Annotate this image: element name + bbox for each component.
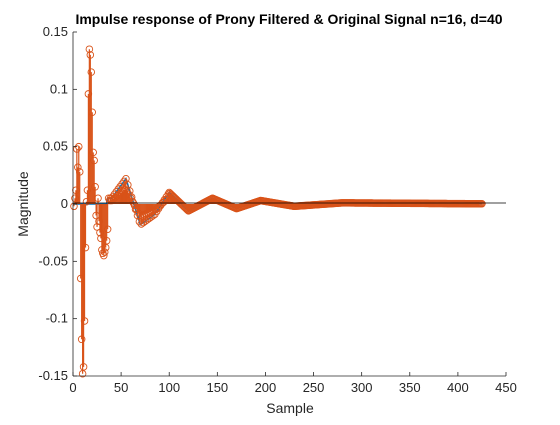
original-marker: [123, 186, 131, 195]
series-layer: [70, 45, 486, 378]
original-marker: [77, 335, 86, 344]
chart-title: Impulse response of Prony Filtered & Ori…: [75, 11, 502, 27]
original-marker: [86, 51, 95, 59]
original-marker: [103, 225, 112, 233]
y-tick-label: -0.15: [38, 368, 68, 383]
original-marker: [80, 317, 89, 325]
y-ticks: -0.15 -0.1 -0.05 0 0.05 0.1 0.15: [38, 24, 77, 383]
y-tick-label: 0.1: [50, 81, 68, 96]
original-marker: [91, 183, 99, 191]
original-marker: [102, 236, 111, 245]
y-axis-label: Magnitude: [15, 171, 31, 237]
y-tick-label: -0.05: [38, 253, 68, 268]
x-tick-label: 250: [303, 380, 325, 395]
x-tick-label: 350: [399, 380, 421, 395]
original-marker: [100, 251, 108, 260]
x-axis-label: Sample: [266, 400, 314, 416]
x-tick-label: 300: [351, 380, 373, 395]
original-marker: [478, 200, 486, 208]
x-tick-label: 200: [255, 380, 277, 395]
original-marker: [128, 197, 137, 206]
original-marker: [73, 145, 81, 153]
original-marker: [75, 168, 84, 176]
original-marker: [79, 363, 88, 371]
original-series: [70, 45, 486, 378]
x-tick-label: 400: [447, 380, 469, 395]
original-marker: [149, 211, 157, 220]
original-marker: [137, 220, 146, 228]
original-marker: [147, 213, 155, 221]
x-tick-label: 50: [114, 380, 128, 395]
original-marker: [101, 248, 109, 256]
original-marker: [89, 148, 97, 157]
x-ticks: 0 50 100 150 200 250 300 350 400 450: [69, 372, 517, 395]
x-tick-label: 0: [69, 380, 76, 395]
original-marker: [88, 108, 96, 117]
x-tick-label: 450: [495, 380, 517, 395]
original-marker: [139, 218, 147, 227]
original-marker: [90, 156, 98, 165]
x-tick-label: 100: [158, 380, 180, 395]
original-marker: [87, 68, 96, 76]
original-marker: [74, 163, 82, 172]
y-tick-label: 0.05: [43, 139, 68, 154]
y-tick-label: 0.15: [43, 24, 68, 39]
y-tick-label: -0.1: [46, 311, 68, 326]
y-tick-label: 0: [61, 196, 68, 211]
x-tick-label: 150: [206, 380, 228, 395]
original-marker: [141, 217, 149, 225]
original-marker: [85, 45, 94, 53]
original-marker: [81, 243, 90, 252]
original-marker: [94, 194, 102, 203]
